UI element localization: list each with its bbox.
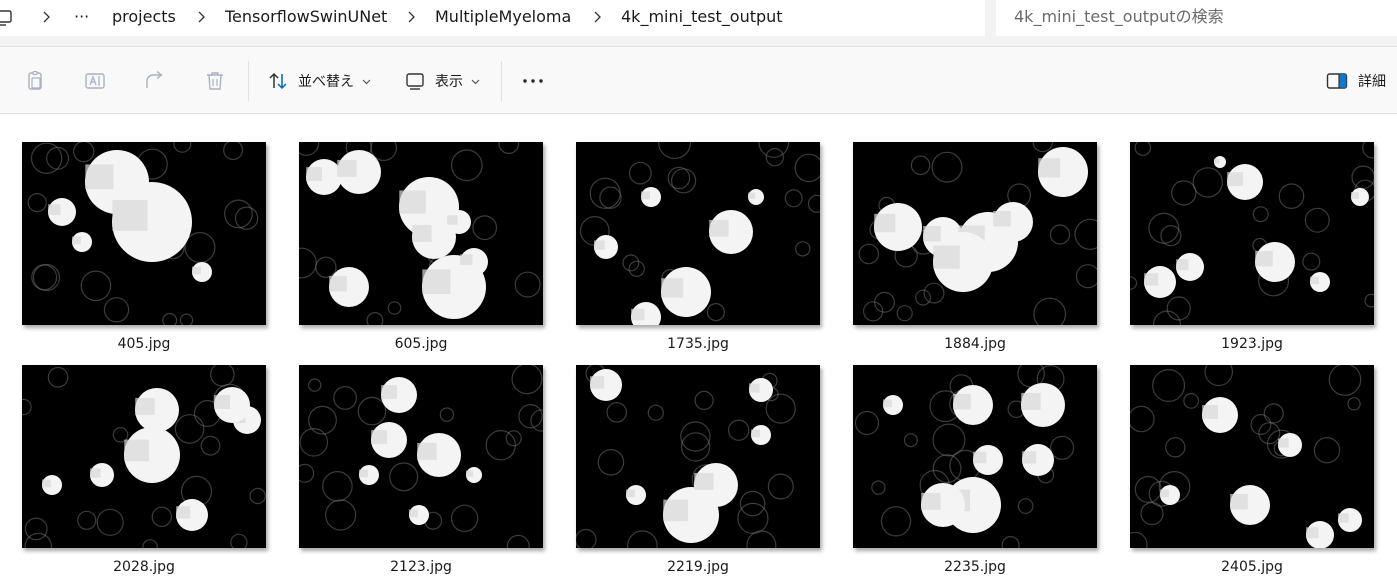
file-name: 605.jpg bbox=[394, 336, 448, 352]
toolbar-separator bbox=[501, 61, 502, 101]
thumbnail-image bbox=[1130, 365, 1374, 548]
share-icon bbox=[146, 70, 163, 88]
file-name: 2028.jpg bbox=[113, 559, 175, 575]
view-label: 表示 bbox=[435, 74, 463, 90]
chevron-right-icon bbox=[43, 11, 50, 23]
delete-button[interactable] bbox=[204, 69, 226, 93]
thumbnail-image bbox=[22, 365, 266, 548]
file-name: 1735.jpg bbox=[667, 336, 729, 352]
sort-label: 並べ替え bbox=[298, 74, 354, 90]
chevron-right-icon bbox=[594, 11, 601, 23]
chevron-down-icon bbox=[362, 79, 371, 84]
thumbnail-image bbox=[576, 142, 820, 325]
mask-image bbox=[1130, 365, 1374, 548]
trash-icon bbox=[207, 72, 223, 90]
mask-image bbox=[299, 365, 543, 548]
mask-image bbox=[299, 142, 543, 325]
details-pane-icon bbox=[1326, 73, 1348, 89]
thumbnail-image bbox=[853, 142, 1097, 325]
details-label: 詳細 bbox=[1358, 74, 1386, 90]
thumbnail-image bbox=[22, 142, 266, 325]
file-name: 1923.jpg bbox=[1221, 336, 1283, 352]
breadcrumb-item-multiplemyeloma[interactable]: MultipleMyeloma bbox=[435, 7, 572, 26]
more-options-button[interactable] bbox=[522, 69, 544, 93]
search-box[interactable]: 4k_mini_test_outputの検索 bbox=[996, 0, 1397, 36]
breadcrumb-item-projects[interactable]: projects bbox=[112, 7, 176, 26]
chevron-right-icon bbox=[198, 11, 205, 23]
thumbnail-image bbox=[299, 142, 543, 325]
this-pc-icon[interactable] bbox=[0, 9, 12, 27]
thumbnail-image bbox=[576, 365, 820, 548]
command-bar: 並べ替え 表示 詳細 bbox=[0, 46, 1397, 114]
mask-image bbox=[853, 365, 1097, 548]
mask-image bbox=[22, 365, 266, 548]
details-pane-button[interactable]: 詳細 bbox=[1326, 69, 1386, 93]
sort-icon bbox=[269, 72, 287, 90]
view-button[interactable]: 表示 bbox=[405, 69, 480, 93]
chevron-down-icon bbox=[471, 79, 480, 84]
thumbnail-image bbox=[1130, 142, 1374, 325]
sort-button[interactable]: 並べ替え bbox=[268, 69, 371, 93]
view-icon bbox=[406, 73, 424, 90]
share-button[interactable] bbox=[144, 69, 166, 93]
mask-image bbox=[1130, 142, 1374, 325]
file-name: 2405.jpg bbox=[1221, 559, 1283, 575]
file-name: 405.jpg bbox=[117, 336, 171, 352]
breadcrumb[interactable]: ··· projects TensorflowSwinUNet Multiple… bbox=[0, 0, 985, 36]
thumbnail-image bbox=[299, 365, 543, 548]
more-icon bbox=[523, 79, 543, 83]
rename-button[interactable] bbox=[84, 69, 106, 93]
mask-image bbox=[576, 365, 820, 548]
file-name: 2235.jpg bbox=[944, 559, 1006, 575]
breadcrumb-item-tensorflowswinunet[interactable]: TensorflowSwinUNet bbox=[225, 7, 388, 26]
file-grid: 405.jpg 605.jpg 1735.jpg 1884.jpg 1923.j… bbox=[0, 114, 1397, 583]
mask-image bbox=[22, 142, 266, 325]
chevron-right-icon bbox=[408, 11, 415, 23]
mask-image bbox=[853, 142, 1097, 325]
copy-button[interactable] bbox=[24, 69, 46, 93]
toolbar-separator bbox=[248, 61, 249, 101]
breadcrumb-overflow[interactable]: ··· bbox=[74, 7, 90, 26]
file-name: 2123.jpg bbox=[390, 559, 452, 575]
rename-icon bbox=[85, 73, 105, 89]
breadcrumb-item-current-folder[interactable]: 4k_mini_test_output bbox=[621, 7, 783, 26]
address-bar-region: ··· projects TensorflowSwinUNet Multiple… bbox=[0, 0, 1397, 46]
copy-icon bbox=[28, 70, 42, 90]
thumbnail-image bbox=[853, 365, 1097, 548]
file-name: 1884.jpg bbox=[944, 336, 1006, 352]
search-placeholder[interactable]: 4k_mini_test_outputの検索 bbox=[1014, 7, 1224, 26]
file-name: 2219.jpg bbox=[667, 559, 729, 575]
mask-image bbox=[576, 142, 820, 325]
